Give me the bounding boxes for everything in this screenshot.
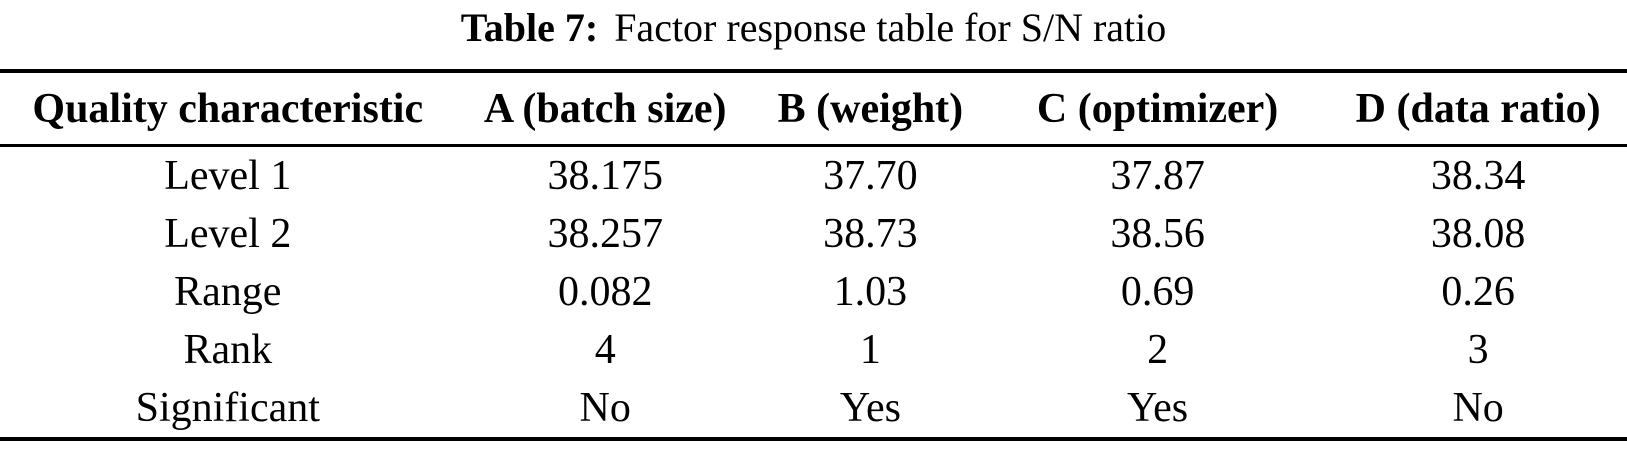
table-row-significant: Significant No Yes Yes No xyxy=(0,379,1627,439)
table-cell: 1.03 xyxy=(833,269,908,315)
caption-text: Factor response table for S/N ratio xyxy=(614,5,1167,50)
table-row-range: Range 0.082 1.03 0.69 0.26 xyxy=(0,263,1627,321)
row-label: Level 2 xyxy=(164,211,292,257)
factor-response-table: Quality characteristic A (batch size) B … xyxy=(0,69,1627,441)
table-cell: Yes xyxy=(1127,385,1189,431)
table-cell: 0.26 xyxy=(1441,269,1515,315)
table-cell: 4 xyxy=(594,327,616,373)
table-cell: 38.73 xyxy=(823,211,918,257)
column-header-d-data-ratio: D (data ratio) xyxy=(1329,71,1627,147)
table-cell: 3 xyxy=(1467,327,1489,373)
table-cell: 38.56 xyxy=(1110,211,1205,257)
row-label: Rank xyxy=(183,327,273,373)
table-row-level-1: Level 1 38.175 37.70 37.87 38.34 xyxy=(0,146,1627,206)
table-cell: No xyxy=(1452,385,1504,431)
table-cell: 38.175 xyxy=(547,153,663,199)
column-header-a-batch-size: A (batch size) xyxy=(455,71,755,147)
caption-label: Table 7: xyxy=(460,5,599,50)
table-cell: 38.34 xyxy=(1430,153,1526,199)
table-cell: Yes xyxy=(839,385,901,431)
table-row-rank: Rank 4 1 2 3 xyxy=(0,321,1627,379)
table-cell: 1 xyxy=(859,327,881,373)
table-cell: 37.87 xyxy=(1110,153,1205,199)
table-cell: 2 xyxy=(1147,327,1169,373)
row-label: Level 1 xyxy=(164,153,292,199)
table-cell: No xyxy=(579,385,631,431)
column-header-quality-characteristic: Quality characteristic xyxy=(0,71,456,147)
column-header-c-optimizer: C (optimizer) xyxy=(985,71,1330,147)
table-cell: 38.257 xyxy=(547,211,663,257)
column-header-b-weight: B (weight) xyxy=(754,71,986,147)
table-caption: Table 7: Factor response table for S/N r… xyxy=(0,0,1627,69)
row-label: Range xyxy=(174,269,282,315)
header-row: Quality characteristic A (batch size) B … xyxy=(0,71,1627,147)
table-cell: 0.69 xyxy=(1120,269,1195,315)
row-label: Significant xyxy=(135,385,320,431)
table-cell: 38.08 xyxy=(1430,211,1526,257)
table-cell: 0.082 xyxy=(557,269,653,315)
table-row-level-2: Level 2 38.257 38.73 38.56 38.08 xyxy=(0,205,1627,263)
table-cell: 37.70 xyxy=(823,153,918,199)
